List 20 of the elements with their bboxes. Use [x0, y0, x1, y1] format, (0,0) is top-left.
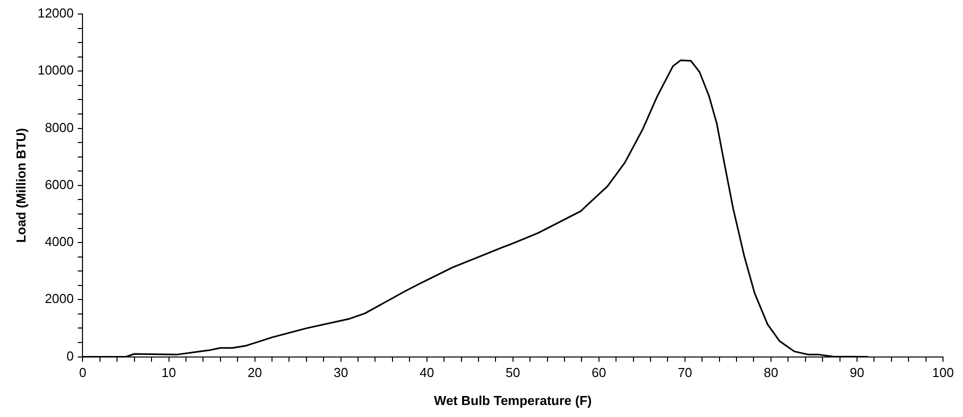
y-tick-label: 8000: [44, 120, 74, 135]
x-tick-label: 70: [678, 365, 692, 380]
y-axis-title: Load (Million BTU): [13, 128, 28, 243]
y-tick-label: 10000: [38, 62, 74, 78]
x-tick-label: 80: [764, 365, 778, 380]
x-tick-label: 20: [248, 365, 262, 380]
x-tick-label: 50: [506, 365, 520, 380]
y-tick-label: 4000: [44, 234, 74, 250]
x-tick-label: 40: [420, 365, 434, 380]
x-tick-label: 90: [850, 365, 864, 380]
y-tick-label: 2000: [44, 291, 74, 306]
x-tick-label: 30: [334, 365, 348, 380]
x-tick-label: 100: [932, 365, 954, 380]
x-axis-title: Wet Bulb Temperature (F): [434, 392, 592, 408]
x-tick-label: 60: [592, 365, 606, 380]
y-tick-label: 6000: [44, 176, 74, 192]
x-tick-label: 0: [79, 365, 86, 380]
y-tick-label: 12000: [38, 6, 74, 21]
x-tick-label: 10: [162, 365, 176, 380]
y-tick-label: 0: [66, 348, 74, 364]
